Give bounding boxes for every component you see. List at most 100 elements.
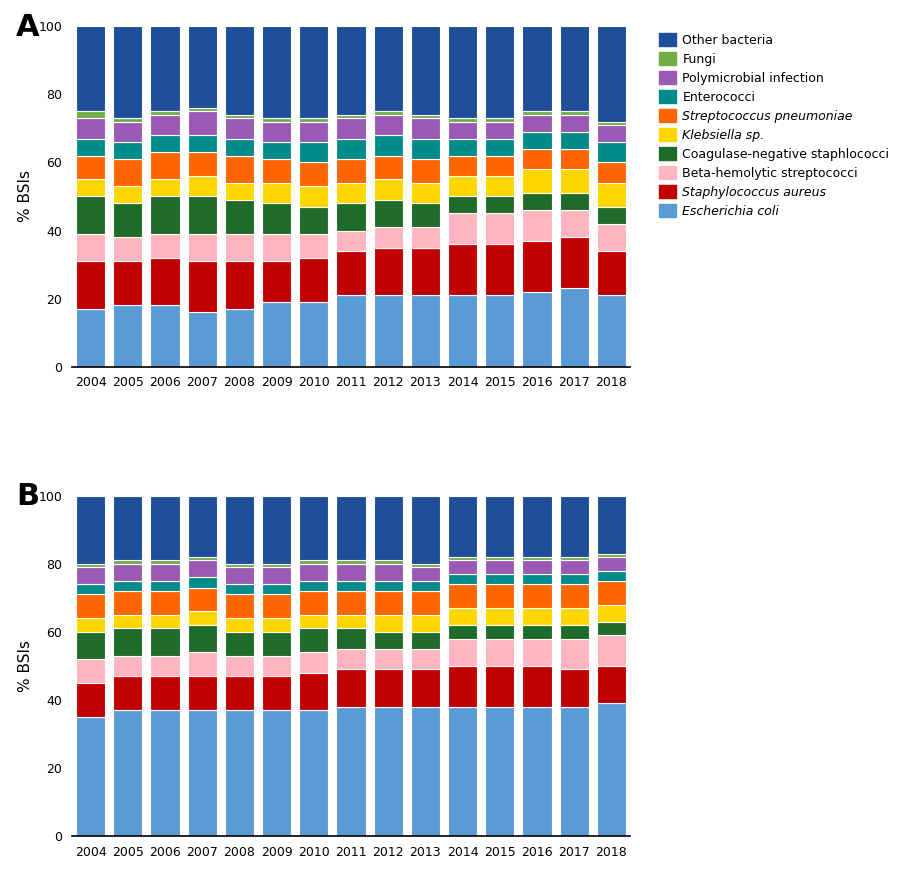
Bar bbox=[448, 584, 477, 608]
Bar bbox=[262, 656, 291, 676]
Bar bbox=[374, 136, 402, 156]
Bar bbox=[448, 639, 477, 666]
Bar bbox=[337, 615, 365, 628]
Bar bbox=[225, 261, 254, 309]
Bar bbox=[150, 196, 179, 234]
Bar bbox=[560, 574, 589, 584]
Bar bbox=[374, 26, 402, 112]
Bar bbox=[523, 707, 552, 836]
Bar bbox=[560, 238, 589, 289]
Bar bbox=[76, 595, 105, 619]
Bar bbox=[485, 584, 514, 608]
Bar bbox=[76, 619, 105, 632]
Bar bbox=[150, 112, 179, 115]
Bar bbox=[523, 495, 552, 557]
Bar bbox=[150, 495, 179, 561]
Bar bbox=[523, 193, 552, 210]
Bar bbox=[188, 261, 217, 312]
Bar bbox=[188, 26, 217, 108]
Bar bbox=[597, 570, 626, 581]
Bar bbox=[448, 608, 477, 625]
Bar bbox=[113, 238, 142, 261]
Bar bbox=[300, 142, 328, 163]
Y-axis label: % BSIs: % BSIs bbox=[18, 171, 32, 223]
Bar bbox=[485, 574, 514, 584]
Bar bbox=[225, 118, 254, 139]
Bar bbox=[113, 305, 142, 367]
Bar bbox=[597, 125, 626, 142]
Bar bbox=[374, 649, 402, 670]
Bar bbox=[523, 625, 552, 639]
Bar bbox=[113, 261, 142, 305]
Bar bbox=[448, 295, 477, 367]
Bar bbox=[188, 612, 217, 625]
Bar bbox=[188, 176, 217, 196]
Bar bbox=[262, 261, 291, 302]
Bar bbox=[485, 561, 514, 574]
Bar bbox=[485, 121, 514, 139]
Bar bbox=[225, 495, 254, 564]
Bar bbox=[225, 656, 254, 676]
Bar bbox=[523, 115, 552, 132]
Bar bbox=[150, 615, 179, 628]
Bar bbox=[337, 649, 365, 670]
Bar bbox=[448, 244, 477, 295]
Bar bbox=[262, 159, 291, 183]
Bar bbox=[262, 118, 291, 121]
Bar bbox=[300, 258, 328, 302]
Bar bbox=[113, 615, 142, 628]
Bar bbox=[448, 118, 477, 121]
Bar bbox=[523, 132, 552, 149]
Bar bbox=[597, 605, 626, 621]
Bar bbox=[448, 574, 477, 584]
Bar bbox=[262, 595, 291, 619]
Bar bbox=[411, 139, 440, 159]
Bar bbox=[374, 156, 402, 180]
Bar bbox=[485, 118, 514, 121]
Bar bbox=[225, 115, 254, 118]
Bar bbox=[76, 584, 105, 595]
Bar bbox=[411, 591, 440, 615]
Bar bbox=[485, 139, 514, 156]
Bar bbox=[225, 26, 254, 115]
Bar bbox=[523, 561, 552, 574]
Bar bbox=[300, 121, 328, 142]
Bar bbox=[76, 156, 105, 180]
Bar bbox=[374, 247, 402, 295]
Bar bbox=[485, 214, 514, 244]
Bar bbox=[300, 207, 328, 234]
Text: B: B bbox=[16, 482, 40, 511]
Bar bbox=[113, 581, 142, 591]
Bar bbox=[485, 557, 514, 561]
Bar bbox=[448, 156, 477, 176]
Bar bbox=[448, 139, 477, 156]
Bar bbox=[113, 159, 142, 187]
Bar bbox=[150, 564, 179, 581]
Bar bbox=[300, 615, 328, 628]
Bar bbox=[188, 112, 217, 136]
Bar bbox=[411, 183, 440, 203]
Bar bbox=[225, 564, 254, 568]
Bar bbox=[188, 196, 217, 234]
Bar bbox=[523, 557, 552, 561]
Bar bbox=[113, 121, 142, 142]
Bar bbox=[597, 495, 626, 554]
Bar bbox=[76, 309, 105, 367]
Bar bbox=[597, 666, 626, 703]
Bar bbox=[560, 169, 589, 193]
Bar bbox=[188, 710, 217, 836]
Bar bbox=[337, 670, 365, 707]
Bar bbox=[188, 577, 217, 588]
Bar bbox=[150, 676, 179, 710]
Bar bbox=[374, 115, 402, 136]
Bar bbox=[225, 710, 254, 836]
Bar bbox=[560, 132, 589, 149]
Bar bbox=[113, 564, 142, 581]
Bar bbox=[262, 183, 291, 203]
Bar bbox=[485, 495, 514, 557]
Bar bbox=[76, 683, 105, 717]
Bar bbox=[225, 309, 254, 367]
Bar bbox=[597, 581, 626, 605]
Bar bbox=[485, 156, 514, 176]
Bar bbox=[188, 136, 217, 152]
